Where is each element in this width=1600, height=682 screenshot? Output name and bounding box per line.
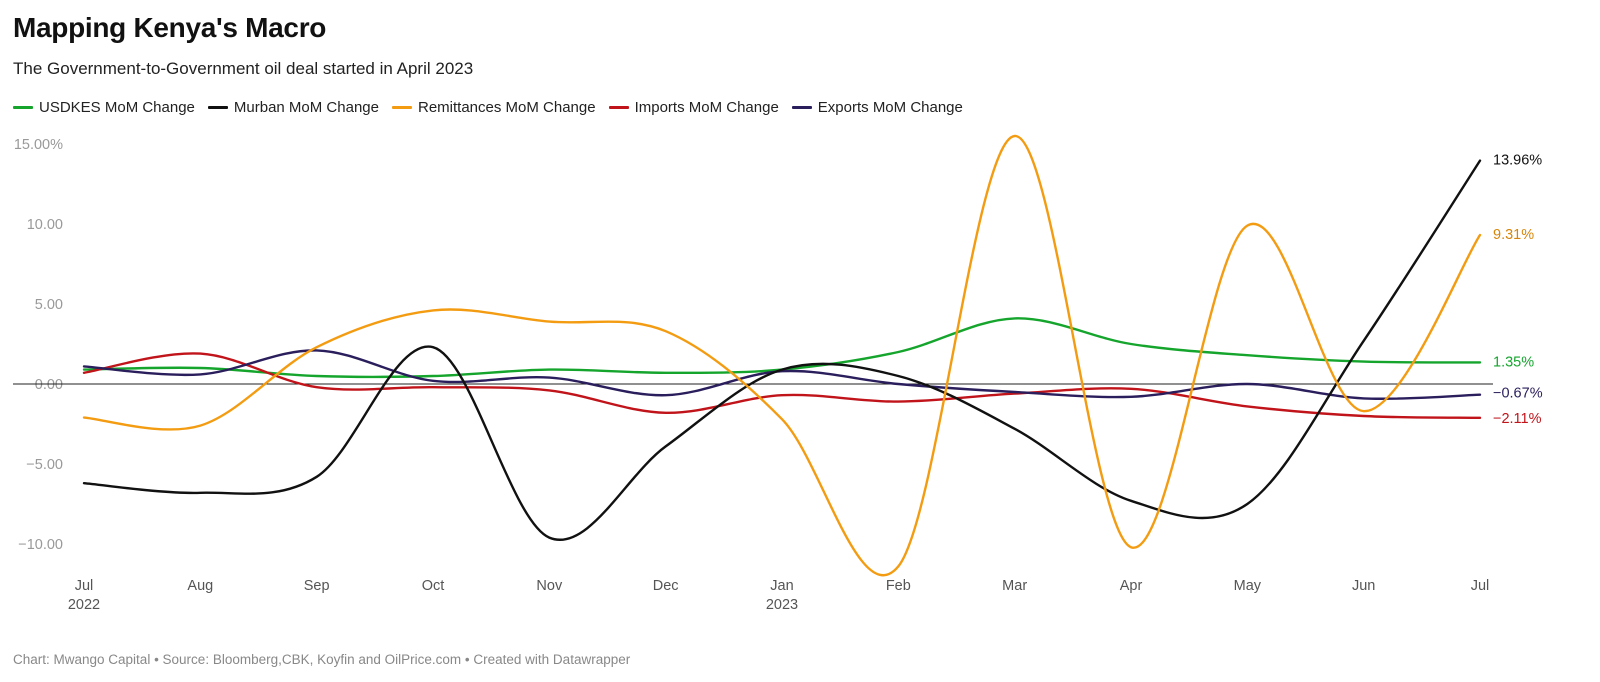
y-tick-label: 15.00% <box>14 137 63 153</box>
x-tick-label: Jul <box>1471 578 1490 594</box>
legend-swatch <box>13 106 33 109</box>
end-value-label: 9.31% <box>1493 227 1534 243</box>
x-tick-year-label: 2022 <box>68 597 100 613</box>
chart-footer: Chart: Mwango Capital • Source: Bloomber… <box>13 652 631 667</box>
y-tick-label: 5.00 <box>35 297 63 313</box>
x-tick-label: Oct <box>422 578 445 594</box>
x-tick-label: Dec <box>653 578 679 594</box>
legend: USDKES MoM Change Murban MoM Change Remi… <box>13 99 976 116</box>
end-value-label: −0.67% <box>1493 386 1543 402</box>
chart-subtitle: The Government-to-Government oil deal st… <box>13 59 474 78</box>
line-chart: 15.00% 10.00 5.00 0.00 −5.00 −10.00 Jul 2022 Aug… <box>13 134 1543 613</box>
chart-title: Mapping Kenya's Macro <box>13 12 327 43</box>
series-line-remittances-mom-change <box>82 134 1482 577</box>
x-tick-label: Sep <box>304 578 330 594</box>
legend-swatch <box>207 106 228 109</box>
legend-item-imports: Imports MoM Change <box>608 99 779 116</box>
legend-label: Imports MoM Change <box>634 99 779 116</box>
legend-swatch <box>391 106 412 109</box>
x-tick-label: Nov <box>536 578 563 594</box>
x-tick-label: Mar <box>1002 578 1027 594</box>
legend-swatch <box>791 106 812 109</box>
legend-item-usdkes: USDKES MoM Change <box>13 99 195 116</box>
legend-item-murban: Murban MoM Change <box>207 99 379 116</box>
legend-label: Exports MoM Change <box>817 99 963 116</box>
legend-label: Murban MoM Change <box>233 99 379 116</box>
end-value-label: 13.96% <box>1493 153 1542 169</box>
legend-label: Remittances MoM Change <box>417 99 596 116</box>
end-value-label: −2.11% <box>1493 411 1542 427</box>
legend-item-remittances: Remittances MoM Change <box>391 99 596 116</box>
end-value-label: 1.35% <box>1493 354 1534 370</box>
x-tick-label: May <box>1234 578 1262 594</box>
x-tick-label: Aug <box>187 578 213 594</box>
series-line-usdkes-mom-change <box>82 317 1482 379</box>
y-tick-label: −10.00 <box>18 537 63 553</box>
x-tick-label: Apr <box>1120 578 1143 594</box>
legend-swatch <box>608 106 629 109</box>
x-tick-label: Jun <box>1352 578 1375 594</box>
x-tick-year-label: 2023 <box>766 597 798 613</box>
series-line-murban-mom-change <box>82 159 1482 541</box>
y-tick-label: −5.00 <box>26 457 63 473</box>
legend-item-exports: Exports MoM Change <box>791 99 963 116</box>
legend-label: USDKES MoM Change <box>39 99 195 116</box>
x-tick-label: Jul <box>75 578 94 594</box>
y-tick-label: 10.00 <box>27 217 63 233</box>
y-tick-label: 0.00 <box>35 377 63 393</box>
x-tick-label: Jan <box>770 578 793 594</box>
x-tick-label: Feb <box>886 578 911 594</box>
series-line-imports-mom-change <box>82 352 1482 419</box>
